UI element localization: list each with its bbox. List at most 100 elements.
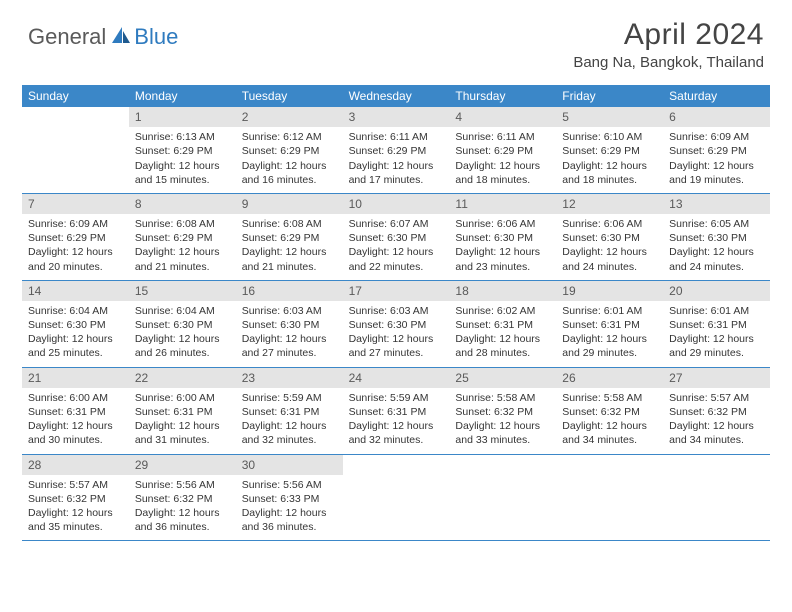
day-body: Sunrise: 6:12 AMSunset: 6:29 PMDaylight:… xyxy=(236,127,343,193)
logo-text-general: General xyxy=(28,24,106,50)
day-body: Sunrise: 6:03 AMSunset: 6:30 PMDaylight:… xyxy=(343,301,450,367)
day-number: 12 xyxy=(556,194,663,214)
day-number: 4 xyxy=(449,107,556,127)
sunrise-text: Sunrise: 6:08 AM xyxy=(135,217,230,231)
day-number: 18 xyxy=(449,281,556,301)
daylight-text: Daylight: 12 hours and 27 minutes. xyxy=(242,332,337,360)
sunrise-text: Sunrise: 6:06 AM xyxy=(455,217,550,231)
day-number: 24 xyxy=(343,368,450,388)
daylight-text: Daylight: 12 hours and 34 minutes. xyxy=(562,419,657,447)
daylight-text: Daylight: 12 hours and 16 minutes. xyxy=(242,159,337,187)
day-number: 8 xyxy=(129,194,236,214)
sunset-text: Sunset: 6:30 PM xyxy=(349,231,444,245)
day-number: 17 xyxy=(343,281,450,301)
day-cell: 13Sunrise: 6:05 AMSunset: 6:30 PMDayligh… xyxy=(663,194,770,280)
day-cell: 12Sunrise: 6:06 AMSunset: 6:30 PMDayligh… xyxy=(556,194,663,280)
day-cell: 4Sunrise: 6:11 AMSunset: 6:29 PMDaylight… xyxy=(449,107,556,193)
sunrise-text: Sunrise: 6:11 AM xyxy=(455,130,550,144)
daylight-text: Daylight: 12 hours and 34 minutes. xyxy=(669,419,764,447)
weekday-header: Wednesday xyxy=(343,85,450,107)
empty-day-bar xyxy=(663,455,770,475)
day-number: 28 xyxy=(22,455,129,475)
sunset-text: Sunset: 6:29 PM xyxy=(242,144,337,158)
daylight-text: Daylight: 12 hours and 27 minutes. xyxy=(349,332,444,360)
sunrise-text: Sunrise: 6:11 AM xyxy=(349,130,444,144)
day-body: Sunrise: 5:57 AMSunset: 6:32 PMDaylight:… xyxy=(22,475,129,541)
day-body: Sunrise: 6:09 AMSunset: 6:29 PMDaylight:… xyxy=(663,127,770,193)
daylight-text: Daylight: 12 hours and 25 minutes. xyxy=(28,332,123,360)
day-cell: 24Sunrise: 5:59 AMSunset: 6:31 PMDayligh… xyxy=(343,368,450,454)
sunset-text: Sunset: 6:29 PM xyxy=(135,144,230,158)
weekday-header: Sunday xyxy=(22,85,129,107)
week-row: 21Sunrise: 6:00 AMSunset: 6:31 PMDayligh… xyxy=(22,368,770,455)
day-body: Sunrise: 6:04 AMSunset: 6:30 PMDaylight:… xyxy=(129,301,236,367)
sunset-text: Sunset: 6:31 PM xyxy=(242,405,337,419)
day-number: 30 xyxy=(236,455,343,475)
sunset-text: Sunset: 6:30 PM xyxy=(562,231,657,245)
daylight-text: Daylight: 12 hours and 21 minutes. xyxy=(135,245,230,273)
sunrise-text: Sunrise: 6:00 AM xyxy=(28,391,123,405)
day-cell xyxy=(663,455,770,541)
sunset-text: Sunset: 6:30 PM xyxy=(242,318,337,332)
daylight-text: Daylight: 12 hours and 26 minutes. xyxy=(135,332,230,360)
logo: General Blue xyxy=(28,18,178,50)
daylight-text: Daylight: 12 hours and 28 minutes. xyxy=(455,332,550,360)
sunset-text: Sunset: 6:29 PM xyxy=(455,144,550,158)
sunrise-text: Sunrise: 6:05 AM xyxy=(669,217,764,231)
sunrise-text: Sunrise: 6:03 AM xyxy=(349,304,444,318)
day-body: Sunrise: 5:58 AMSunset: 6:32 PMDaylight:… xyxy=(449,388,556,454)
day-cell: 25Sunrise: 5:58 AMSunset: 6:32 PMDayligh… xyxy=(449,368,556,454)
day-body: Sunrise: 5:56 AMSunset: 6:32 PMDaylight:… xyxy=(129,475,236,541)
sunset-text: Sunset: 6:29 PM xyxy=(562,144,657,158)
sunrise-text: Sunrise: 5:56 AM xyxy=(242,478,337,492)
daylight-text: Daylight: 12 hours and 17 minutes. xyxy=(349,159,444,187)
daylight-text: Daylight: 12 hours and 29 minutes. xyxy=(669,332,764,360)
day-number: 10 xyxy=(343,194,450,214)
weekday-header: Friday xyxy=(556,85,663,107)
day-number: 22 xyxy=(129,368,236,388)
day-cell xyxy=(22,107,129,193)
sunset-text: Sunset: 6:31 PM xyxy=(28,405,123,419)
sunset-text: Sunset: 6:30 PM xyxy=(455,231,550,245)
weekday-header: Monday xyxy=(129,85,236,107)
day-cell: 1Sunrise: 6:13 AMSunset: 6:29 PMDaylight… xyxy=(129,107,236,193)
day-cell: 5Sunrise: 6:10 AMSunset: 6:29 PMDaylight… xyxy=(556,107,663,193)
sunrise-text: Sunrise: 5:59 AM xyxy=(242,391,337,405)
location-label: Bang Na, Bangkok, Thailand xyxy=(573,54,764,71)
day-cell: 30Sunrise: 5:56 AMSunset: 6:33 PMDayligh… xyxy=(236,455,343,541)
day-body: Sunrise: 6:01 AMSunset: 6:31 PMDaylight:… xyxy=(663,301,770,367)
day-cell: 18Sunrise: 6:02 AMSunset: 6:31 PMDayligh… xyxy=(449,281,556,367)
sunset-text: Sunset: 6:33 PM xyxy=(242,492,337,506)
daylight-text: Daylight: 12 hours and 21 minutes. xyxy=(242,245,337,273)
sunrise-text: Sunrise: 6:09 AM xyxy=(669,130,764,144)
title-block: April 2024 Bang Na, Bangkok, Thailand xyxy=(573,18,764,71)
day-body: Sunrise: 5:59 AMSunset: 6:31 PMDaylight:… xyxy=(236,388,343,454)
sunrise-text: Sunrise: 6:02 AM xyxy=(455,304,550,318)
day-body: Sunrise: 5:59 AMSunset: 6:31 PMDaylight:… xyxy=(343,388,450,454)
day-number: 21 xyxy=(22,368,129,388)
daylight-text: Daylight: 12 hours and 15 minutes. xyxy=(135,159,230,187)
sunset-text: Sunset: 6:29 PM xyxy=(242,231,337,245)
daylight-text: Daylight: 12 hours and 19 minutes. xyxy=(669,159,764,187)
sunrise-text: Sunrise: 6:01 AM xyxy=(562,304,657,318)
day-number: 27 xyxy=(663,368,770,388)
sunrise-text: Sunrise: 5:58 AM xyxy=(562,391,657,405)
day-number: 7 xyxy=(22,194,129,214)
day-body: Sunrise: 6:01 AMSunset: 6:31 PMDaylight:… xyxy=(556,301,663,367)
day-number: 9 xyxy=(236,194,343,214)
day-cell: 8Sunrise: 6:08 AMSunset: 6:29 PMDaylight… xyxy=(129,194,236,280)
sunset-text: Sunset: 6:29 PM xyxy=(669,144,764,158)
day-cell: 9Sunrise: 6:08 AMSunset: 6:29 PMDaylight… xyxy=(236,194,343,280)
day-body: Sunrise: 6:06 AMSunset: 6:30 PMDaylight:… xyxy=(556,214,663,280)
day-cell: 15Sunrise: 6:04 AMSunset: 6:30 PMDayligh… xyxy=(129,281,236,367)
day-number: 23 xyxy=(236,368,343,388)
sail-icon xyxy=(110,25,132,50)
day-cell: 6Sunrise: 6:09 AMSunset: 6:29 PMDaylight… xyxy=(663,107,770,193)
daylight-text: Daylight: 12 hours and 23 minutes. xyxy=(455,245,550,273)
day-body: Sunrise: 6:00 AMSunset: 6:31 PMDaylight:… xyxy=(22,388,129,454)
day-cell: 7Sunrise: 6:09 AMSunset: 6:29 PMDaylight… xyxy=(22,194,129,280)
day-cell: 20Sunrise: 6:01 AMSunset: 6:31 PMDayligh… xyxy=(663,281,770,367)
sunset-text: Sunset: 6:32 PM xyxy=(28,492,123,506)
day-body: Sunrise: 6:13 AMSunset: 6:29 PMDaylight:… xyxy=(129,127,236,193)
day-number: 14 xyxy=(22,281,129,301)
